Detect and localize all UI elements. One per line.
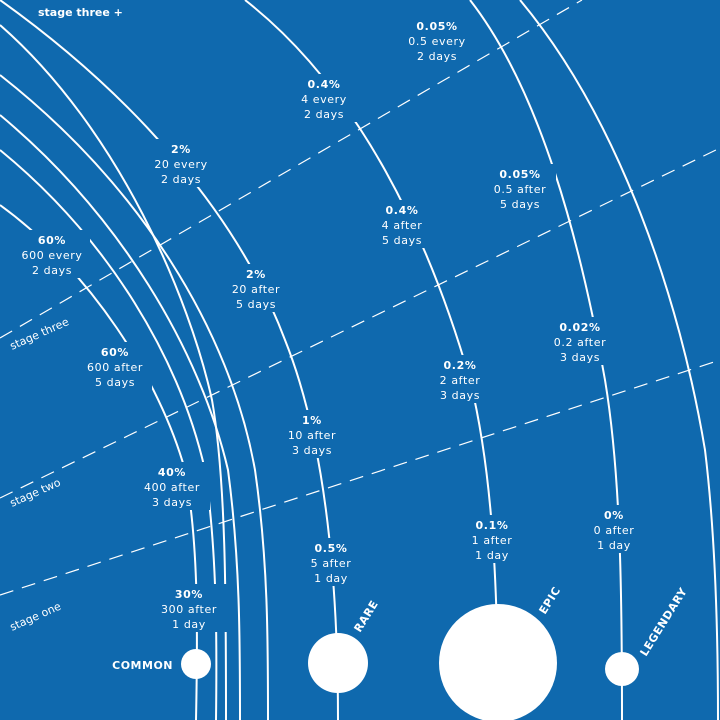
stage-label-one: stage one bbox=[8, 600, 63, 634]
drop-label-count: 20 every bbox=[154, 158, 207, 171]
drop-label-period: 5 days bbox=[236, 298, 276, 311]
stage-label-three: stage three bbox=[8, 315, 71, 353]
drop-label-period: 2 days bbox=[417, 50, 457, 63]
orbit-arc-legendary bbox=[469, 0, 623, 720]
drop-label-count: 0.2 after bbox=[554, 336, 606, 349]
drop-label-pct: 1% bbox=[302, 414, 322, 427]
drop-label-pct: 0.05% bbox=[416, 20, 457, 33]
drop-label-count: 2 after bbox=[440, 374, 481, 387]
orbit-arc-outer bbox=[519, 0, 719, 720]
orbit-arc-inner-4 bbox=[0, 74, 269, 720]
divider-stage-three bbox=[0, 147, 720, 499]
stage-label-three-plus: stage three + bbox=[38, 6, 123, 19]
rarity-label-epic: EPIC bbox=[537, 584, 564, 616]
divider-stage-two bbox=[0, 359, 720, 596]
drop-label: 0.05% 0.5 every 2 days bbox=[398, 16, 476, 64]
drop-label: 40% 400 after 3 days bbox=[134, 462, 210, 510]
drop-label: 0.5% 5 after 1 day bbox=[300, 538, 362, 586]
drop-labels: 60% 600 every 2 days 60% 600 after 5 day… bbox=[14, 16, 644, 632]
drop-label-period: 5 days bbox=[500, 198, 540, 211]
drop-label-count: 400 after bbox=[144, 481, 200, 494]
drop-label: 0.1% 1 after 1 day bbox=[462, 515, 522, 563]
drop-label-pct: 0.02% bbox=[559, 321, 600, 334]
drop-label-period: 5 days bbox=[95, 376, 135, 389]
drop-label: 0.4% 4 every 2 days bbox=[290, 74, 358, 122]
drop-label-pct: 0.2% bbox=[444, 359, 477, 372]
planet-epic bbox=[439, 604, 557, 720]
drop-label: 0.4% 4 after 5 days bbox=[368, 200, 436, 248]
drop-label-period: 3 days bbox=[152, 496, 192, 509]
drop-label: 0.2% 2 after 3 days bbox=[428, 355, 492, 403]
drop-label-count: 300 after bbox=[161, 603, 217, 616]
drop-label-count: 600 every bbox=[22, 249, 83, 262]
rarity-label-legendary: LEGENDARY bbox=[638, 585, 691, 659]
rarity-label-common: COMMON bbox=[112, 659, 173, 672]
divider-stage-three-plus bbox=[0, 0, 583, 339]
stage-label-two: stage two bbox=[8, 476, 63, 510]
orbit-arc-inner-3 bbox=[0, 114, 241, 720]
drop-label-count: 0 after bbox=[594, 524, 635, 537]
drop-label-period: 1 day bbox=[314, 572, 348, 585]
drop-label-pct: 40% bbox=[158, 466, 186, 479]
drop-label: 60% 600 every 2 days bbox=[14, 230, 90, 278]
drop-label-period: 2 days bbox=[32, 264, 72, 277]
drop-label-pct: 30% bbox=[175, 588, 203, 601]
stage-dividers bbox=[0, 0, 720, 596]
rarity-label-rare: RARE bbox=[352, 598, 382, 635]
drop-label-count: 0.5 after bbox=[494, 183, 546, 196]
drop-label: 0% 0 after 1 day bbox=[584, 505, 644, 553]
drop-label-count: 4 every bbox=[301, 93, 347, 106]
drop-label: 2% 20 every 2 days bbox=[144, 139, 218, 187]
stage-labels: stage three + stage three stage two stag… bbox=[8, 6, 123, 634]
drop-label-pct: 60% bbox=[101, 346, 129, 359]
drop-label-count: 0.5 every bbox=[408, 35, 465, 48]
drop-label-count: 5 after bbox=[311, 557, 352, 570]
drop-label-period: 3 days bbox=[440, 389, 480, 402]
drop-label-pct: 0.05% bbox=[499, 168, 540, 181]
drop-label-pct: 0.5% bbox=[315, 542, 348, 555]
drop-label-pct: 60% bbox=[38, 234, 66, 247]
drop-label-pct: 0.1% bbox=[476, 519, 509, 532]
drop-label-period: 2 days bbox=[304, 108, 344, 121]
planet-common bbox=[181, 649, 211, 679]
drop-label-period: 1 day bbox=[172, 618, 206, 631]
drop-label-period: 5 days bbox=[382, 234, 422, 247]
drop-label-count: 600 after bbox=[87, 361, 143, 374]
drop-label-pct: 2% bbox=[246, 268, 266, 281]
drop-label-period: 3 days bbox=[292, 444, 332, 457]
drop-label-pct: 2% bbox=[171, 143, 191, 156]
drop-label-count: 1 after bbox=[472, 534, 513, 547]
drop-label: 1% 10 after 3 days bbox=[276, 410, 348, 458]
drop-label-pct: 0.4% bbox=[386, 204, 419, 217]
drop-label-period: 1 day bbox=[475, 549, 509, 562]
drop-label: 0.05% 0.5 after 5 days bbox=[484, 164, 556, 212]
drop-label: 0.02% 0.2 after 3 days bbox=[544, 317, 616, 365]
drop-label-count: 10 after bbox=[288, 429, 336, 442]
drop-label-period: 2 days bbox=[161, 173, 201, 186]
drop-label-period: 3 days bbox=[560, 351, 600, 364]
drop-label-period: 1 day bbox=[597, 539, 631, 552]
drop-label: 30% 300 after 1 day bbox=[152, 584, 228, 632]
drop-label-count: 4 after bbox=[382, 219, 423, 232]
drop-label-pct: 0% bbox=[604, 509, 624, 522]
planets bbox=[181, 604, 639, 720]
planet-rare bbox=[308, 633, 368, 693]
drop-label: 2% 20 after 5 days bbox=[220, 264, 292, 312]
drop-label: 60% 600 after 5 days bbox=[78, 342, 152, 390]
planet-legendary bbox=[605, 652, 639, 686]
drop-label-pct: 0.4% bbox=[308, 78, 341, 91]
drop-label-count: 20 after bbox=[232, 283, 280, 296]
